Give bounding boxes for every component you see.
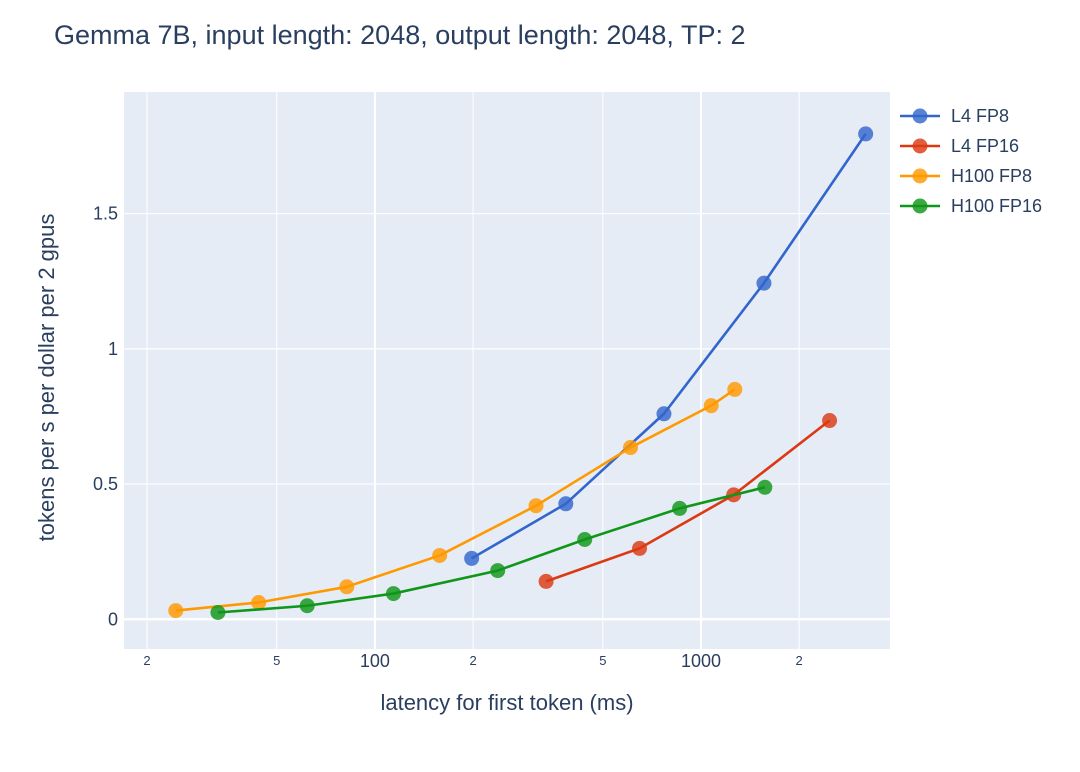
legend-marker xyxy=(912,108,928,124)
data-point xyxy=(490,563,506,579)
series-line xyxy=(175,388,736,612)
y-axis-title: tokens per s per dollar per 2 gpus xyxy=(34,214,59,542)
series-h100-fp16 xyxy=(210,479,773,620)
x-tick-label: 5 xyxy=(273,653,280,668)
y-tick-label: 0 xyxy=(108,609,118,629)
legend-item: H100 FP16 xyxy=(900,196,1042,216)
data-point xyxy=(757,479,773,495)
legend-label: H100 FP8 xyxy=(951,166,1032,186)
data-point xyxy=(623,440,639,456)
data-point xyxy=(464,550,480,566)
legend-marker xyxy=(912,198,928,214)
data-point xyxy=(339,579,355,595)
series-l4-fp16 xyxy=(538,413,838,589)
series-h100-fp8 xyxy=(168,381,743,619)
data-point xyxy=(299,598,315,614)
legend-label: H100 FP16 xyxy=(951,196,1042,216)
legend-item: L4 FP16 xyxy=(900,136,1019,156)
y-axis-ticks: 0 0.5 1 1.5 xyxy=(93,204,118,630)
plot-background xyxy=(124,92,890,649)
data-point xyxy=(558,496,574,512)
x-tick-label: 2 xyxy=(795,653,802,668)
data-point xyxy=(210,604,226,620)
legend-marker xyxy=(912,168,928,184)
data-point xyxy=(577,531,593,547)
data-point xyxy=(656,406,672,422)
x-tick-label: 2 xyxy=(143,653,150,668)
x-tick-label: 100 xyxy=(360,651,390,671)
series-l4-fp8 xyxy=(464,126,874,566)
x-tick-label: 1000 xyxy=(681,651,721,671)
data-point xyxy=(251,594,267,610)
x-axis-ticks: 2 5 100 2 5 1000 2 xyxy=(143,651,802,671)
chart-title: Gemma 7B, input length: 2048, output len… xyxy=(54,20,746,50)
x-tick-label: 5 xyxy=(599,653,606,668)
legend-item: L4 FP8 xyxy=(900,106,1009,126)
y-tick-label: 0.5 xyxy=(93,474,118,494)
data-point xyxy=(168,603,184,619)
data-point xyxy=(672,500,688,516)
data-point xyxy=(538,573,554,589)
data-point xyxy=(858,126,874,142)
legend-item: H100 FP8 xyxy=(900,166,1032,186)
data-point xyxy=(632,540,648,556)
data-point xyxy=(756,275,772,291)
data-point xyxy=(703,398,719,414)
data-point xyxy=(822,413,838,429)
x-tick-label: 2 xyxy=(469,653,476,668)
legend-label: L4 FP8 xyxy=(951,106,1009,126)
legend: L4 FP8 L4 FP16 H100 FP8 H100 FP16 xyxy=(900,106,1042,216)
data-point xyxy=(432,547,448,563)
grid-lines xyxy=(124,92,890,649)
x-axis-title: latency for first token (ms) xyxy=(380,690,633,715)
series-line xyxy=(545,419,831,583)
data-point xyxy=(385,586,401,602)
legend-marker xyxy=(912,138,928,154)
data-point xyxy=(528,498,544,514)
y-tick-label: 1.5 xyxy=(93,204,118,224)
data-point xyxy=(727,381,743,397)
series-layer xyxy=(168,126,874,620)
y-tick-label: 1 xyxy=(108,339,118,359)
legend-label: L4 FP16 xyxy=(951,136,1019,156)
